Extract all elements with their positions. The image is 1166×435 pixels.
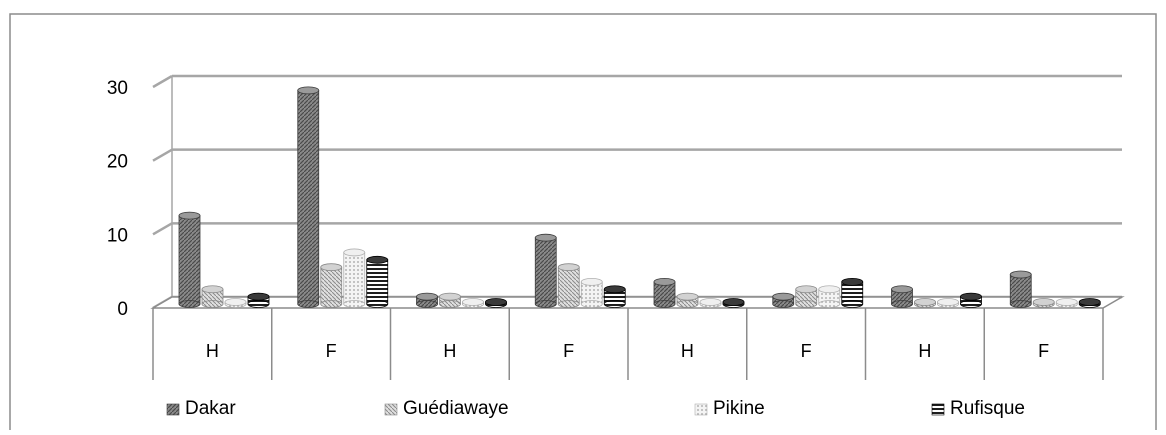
- gridline-side: [152, 74, 173, 89]
- bar-top: [366, 255, 389, 264]
- bar-top: [485, 298, 507, 306]
- bar-base: [366, 300, 389, 308]
- bar-base: [891, 300, 913, 308]
- bars: [178, 86, 1101, 308]
- legend-label: Pikine: [713, 398, 765, 419]
- bar-top: [439, 292, 461, 301]
- bar-base: [603, 300, 626, 308]
- bar-base: [178, 300, 201, 308]
- bar-base: [416, 300, 438, 308]
- bar-top: [1055, 298, 1078, 306]
- category-label: H: [206, 341, 219, 361]
- legend-label: Rufisque: [950, 398, 1025, 419]
- bar-top: [247, 292, 270, 301]
- bar-top: [320, 263, 343, 272]
- bar-top: [534, 233, 557, 242]
- category-label: H: [681, 341, 694, 361]
- y-tick-label: 0: [117, 299, 128, 320]
- y-tick-label: 30: [107, 78, 128, 99]
- category-label: F: [1038, 341, 1049, 361]
- bar-top: [722, 298, 745, 306]
- legend-swatch: [384, 403, 398, 416]
- bar-top: [580, 277, 603, 286]
- bar-top: [818, 285, 841, 294]
- bar-top: [297, 86, 320, 95]
- bar-top: [960, 292, 982, 301]
- bar-base: [320, 300, 343, 308]
- gridline-side: [152, 222, 173, 236]
- bar-top: [676, 292, 699, 301]
- legend: Dakar Guédiawaye Pikine Rufisque: [166, 398, 1025, 419]
- bar-top: [937, 298, 959, 306]
- bar-base: [343, 300, 366, 308]
- bar-base: [772, 300, 795, 308]
- bar: [366, 259, 389, 305]
- bar: [178, 215, 201, 305]
- bar-top: [178, 211, 201, 220]
- legend-label: Dakar: [185, 398, 236, 419]
- category-label: H: [918, 341, 931, 361]
- bar-top: [224, 298, 247, 306]
- bar-top: [699, 298, 722, 306]
- legend-label: Guédiawaye: [403, 398, 509, 419]
- bar-base: [534, 300, 557, 308]
- bar-top: [772, 292, 795, 301]
- legend-swatch: [166, 403, 180, 416]
- category-label: H: [443, 341, 456, 361]
- bar-base: [201, 300, 224, 308]
- bar-base: [653, 300, 676, 308]
- bar-top: [653, 277, 676, 286]
- bar-top: [1032, 298, 1055, 306]
- bar-base: [557, 300, 580, 308]
- bar-base: [795, 300, 818, 308]
- bar-top: [841, 277, 864, 286]
- gridline-side: [152, 148, 173, 162]
- bar-base: [580, 300, 603, 308]
- bar-base: [297, 300, 320, 308]
- bar: [297, 89, 320, 305]
- bar-top: [462, 298, 484, 306]
- bar-top: [201, 285, 224, 294]
- bar: [1009, 274, 1032, 305]
- bar-top: [557, 263, 580, 272]
- category-label: F: [326, 341, 337, 361]
- bar-top: [1009, 270, 1032, 279]
- bar-top: [891, 285, 913, 294]
- y-tick-label: 10: [107, 225, 128, 246]
- bar-top: [343, 248, 366, 257]
- bar-base: [247, 300, 270, 308]
- bar-top: [914, 298, 936, 306]
- legend-swatch: [694, 403, 708, 416]
- bar: [320, 266, 343, 305]
- category-label: F: [563, 341, 574, 361]
- bar-base: [676, 300, 699, 308]
- bar-top: [603, 285, 626, 294]
- y-tick-label: 20: [107, 152, 128, 173]
- bar-top: [1078, 298, 1101, 306]
- bar: [534, 237, 557, 305]
- bar: [343, 252, 366, 305]
- bar-base: [841, 300, 864, 308]
- bar-base: [818, 300, 841, 308]
- bar-base: [1009, 300, 1032, 308]
- y-axis-ticks: 0 10 20 30: [107, 78, 128, 320]
- bar-base: [960, 300, 982, 308]
- legend-swatch: [931, 403, 945, 416]
- bar: [557, 266, 580, 305]
- category-label: F: [801, 341, 812, 361]
- bar-top: [416, 292, 438, 301]
- bar-top: [795, 285, 818, 294]
- chart-floor: [150, 296, 1125, 309]
- bar-base: [439, 300, 461, 308]
